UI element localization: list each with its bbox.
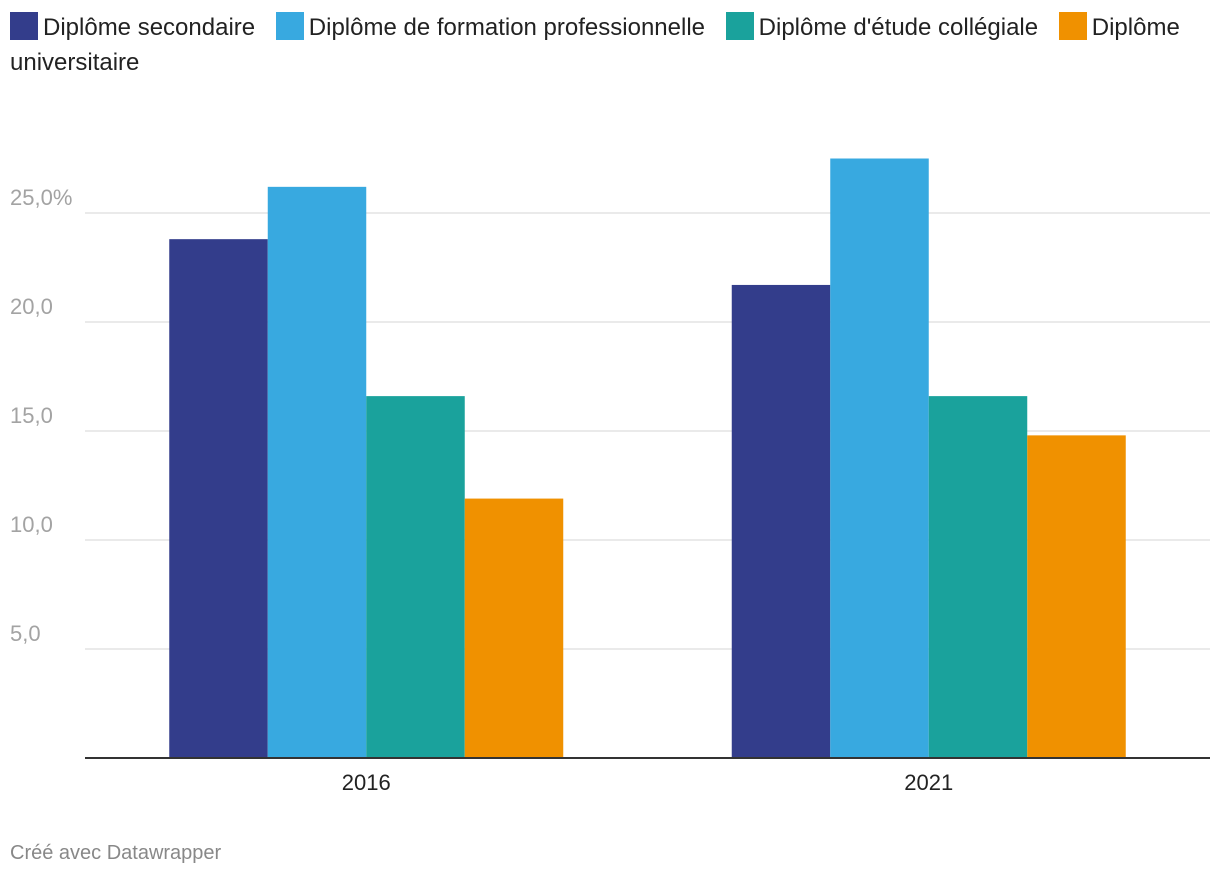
legend-item: Diplôme universitaire: [10, 12, 1180, 76]
x-category-label: 2021: [904, 770, 953, 795]
y-axis-tick-labels: 5,0 10,0 15,0 20,0 25,0%: [10, 185, 72, 646]
legend-item: Diplôme secondaire: [10, 12, 256, 41]
y-tick-label: 25,0%: [10, 185, 72, 210]
legend-item: Diplôme d'étude collégiale: [725, 12, 1039, 41]
chart-legend: Diplôme secondaire Diplôme de formation …: [10, 10, 1210, 80]
legend-item: Diplôme de formation professionnelle: [275, 12, 705, 41]
legend-swatch: [1058, 12, 1087, 40]
bar: [267, 186, 367, 759]
bar: [169, 239, 268, 758]
bars: [169, 158, 1126, 759]
bar: [1027, 435, 1126, 758]
bar-chart: 5,0 10,0 15,0 20,0 25,0% 2016 2021: [10, 158, 1210, 795]
bar: [731, 284, 831, 758]
bar: [366, 396, 465, 758]
bar: [928, 396, 1028, 758]
legend-swatch: [275, 12, 304, 40]
x-axis-category-labels: 2016 2021: [342, 770, 953, 795]
y-tick-label: 5,0: [10, 621, 41, 646]
datawrapper-credit: Créé avec Datawrapper: [10, 842, 222, 864]
legend-label: Diplôme d'étude collégiale: [758, 14, 1039, 41]
legend-label: Diplôme de formation professionnelle: [308, 14, 705, 41]
bar: [830, 158, 929, 758]
y-tick-label: 15,0: [10, 403, 53, 428]
legend-swatch: [10, 12, 38, 40]
legend-label: Diplôme secondaire: [43, 14, 256, 41]
y-tick-label: 20,0: [10, 294, 53, 319]
legend-swatch: [725, 12, 754, 40]
bar: [464, 498, 564, 758]
y-tick-label: 10,0: [10, 512, 53, 537]
x-category-label: 2016: [342, 770, 391, 795]
legend-label: Diplôme universitaire: [10, 14, 1180, 76]
